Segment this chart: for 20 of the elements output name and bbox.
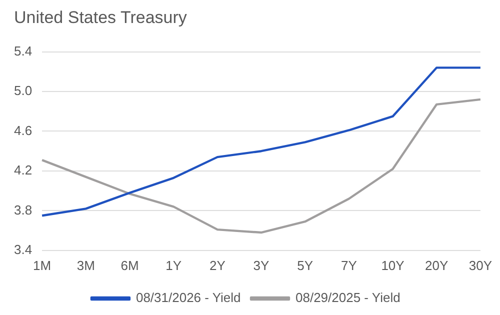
x-tick-label: 3Y <box>253 258 270 273</box>
x-tick-label: 7Y <box>340 258 358 273</box>
legend-label: 08/29/2025 - Yield <box>296 290 400 306</box>
x-tick-label: 10Y <box>381 258 405 273</box>
y-tick-label: 4.6 <box>14 122 32 138</box>
y-tick-label: 3.4 <box>14 242 32 257</box>
x-tick-label: 30Y <box>468 258 492 273</box>
x-tick-label: 2Y <box>209 258 226 273</box>
x-tick-label: 6M <box>120 258 139 273</box>
chart-title: United States Treasury <box>14 8 187 28</box>
x-tick-label: 20Y <box>425 258 448 273</box>
y-tick-label: 3.8 <box>14 202 32 218</box>
y-tick-label: 4.2 <box>14 162 32 178</box>
legend-label: 08/31/2026 - Yield <box>136 290 241 306</box>
y-tick-label: 5.4 <box>14 43 32 58</box>
y-tick-label: 5.0 <box>14 83 32 98</box>
x-tick-label: 3M <box>76 258 95 273</box>
x-tick-label: 5Y <box>297 258 314 273</box>
x-tick-label: 1Y <box>166 258 182 273</box>
x-tick-label: 1M <box>33 258 52 273</box>
